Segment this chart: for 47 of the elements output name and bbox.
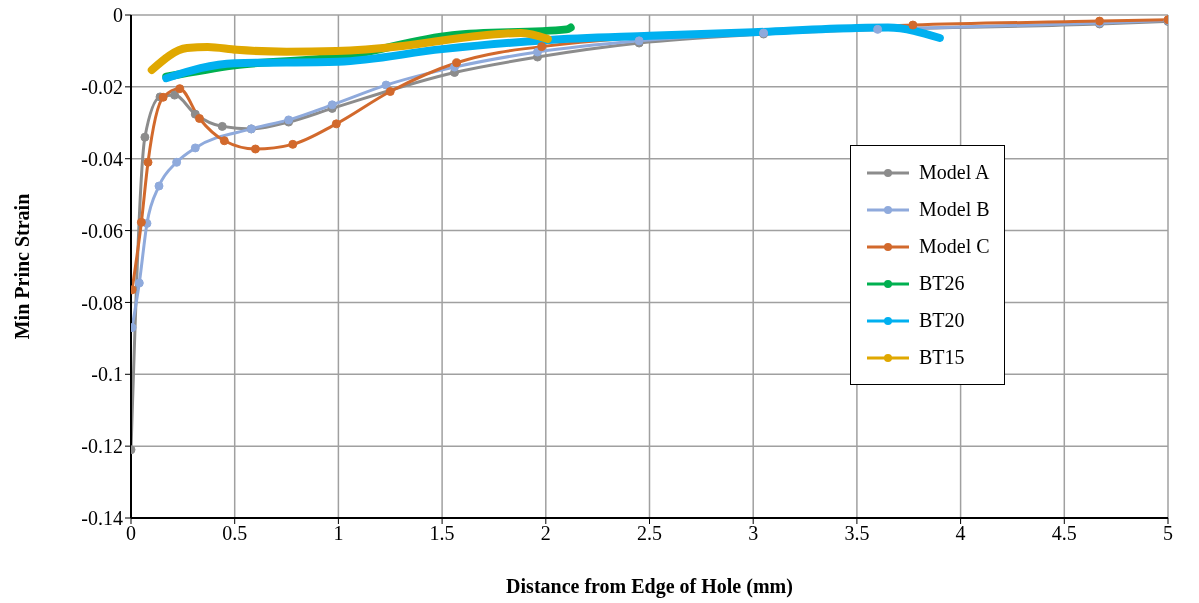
point <box>331 119 341 129</box>
point <box>175 84 185 94</box>
x-tick-label: 5 <box>1163 522 1173 545</box>
y-axis-title: Min Princ Strain <box>11 193 34 340</box>
point <box>143 157 153 167</box>
point <box>134 278 144 288</box>
point <box>873 24 883 34</box>
x-tick-label: 2 <box>540 522 551 545</box>
point <box>385 87 395 97</box>
x-tick-label: 1.5 <box>429 522 455 545</box>
x-tick-label: 4 <box>955 522 966 545</box>
point <box>136 217 146 227</box>
legend-label: BT15 <box>919 346 965 369</box>
x-tick-label: 1 <box>333 522 344 545</box>
point <box>172 157 182 167</box>
point <box>381 80 391 90</box>
y-tick-label: -0.02 <box>81 75 123 98</box>
y-tick-label: -0.1 <box>91 363 123 386</box>
y-tick-label: -0.14 <box>81 507 123 530</box>
legend-label: Model A <box>919 161 990 184</box>
point <box>194 113 204 123</box>
point <box>170 90 180 100</box>
point <box>250 144 260 154</box>
y-tick-label: -0.12 <box>81 435 123 458</box>
point <box>154 181 164 191</box>
point <box>908 20 918 30</box>
legend-label: Model B <box>919 198 990 221</box>
x-axis-title: Distance from Edge of Hole (mm) <box>506 575 793 598</box>
point <box>140 132 150 142</box>
y-tick-label: -0.04 <box>81 147 123 170</box>
x-tick-label: 4.5 <box>1051 522 1077 545</box>
y-tick-label: 0 <box>113 4 123 27</box>
point <box>190 143 200 153</box>
x-tick-label: 3.5 <box>844 522 870 545</box>
legend-label: BT20 <box>919 309 965 332</box>
point <box>217 121 227 131</box>
x-tick-label: 2.5 <box>637 522 662 545</box>
x-tick-label: 0.5 <box>222 522 248 545</box>
y-tick-label: -0.06 <box>81 219 123 242</box>
legend-label: Model C <box>919 235 990 258</box>
point <box>219 136 229 146</box>
y-tick-label: -0.08 <box>81 291 123 314</box>
legend-label: BT26 <box>919 272 965 295</box>
x-tick-label: 3 <box>748 522 759 545</box>
point <box>537 42 547 52</box>
point <box>452 58 462 68</box>
point <box>288 139 298 149</box>
